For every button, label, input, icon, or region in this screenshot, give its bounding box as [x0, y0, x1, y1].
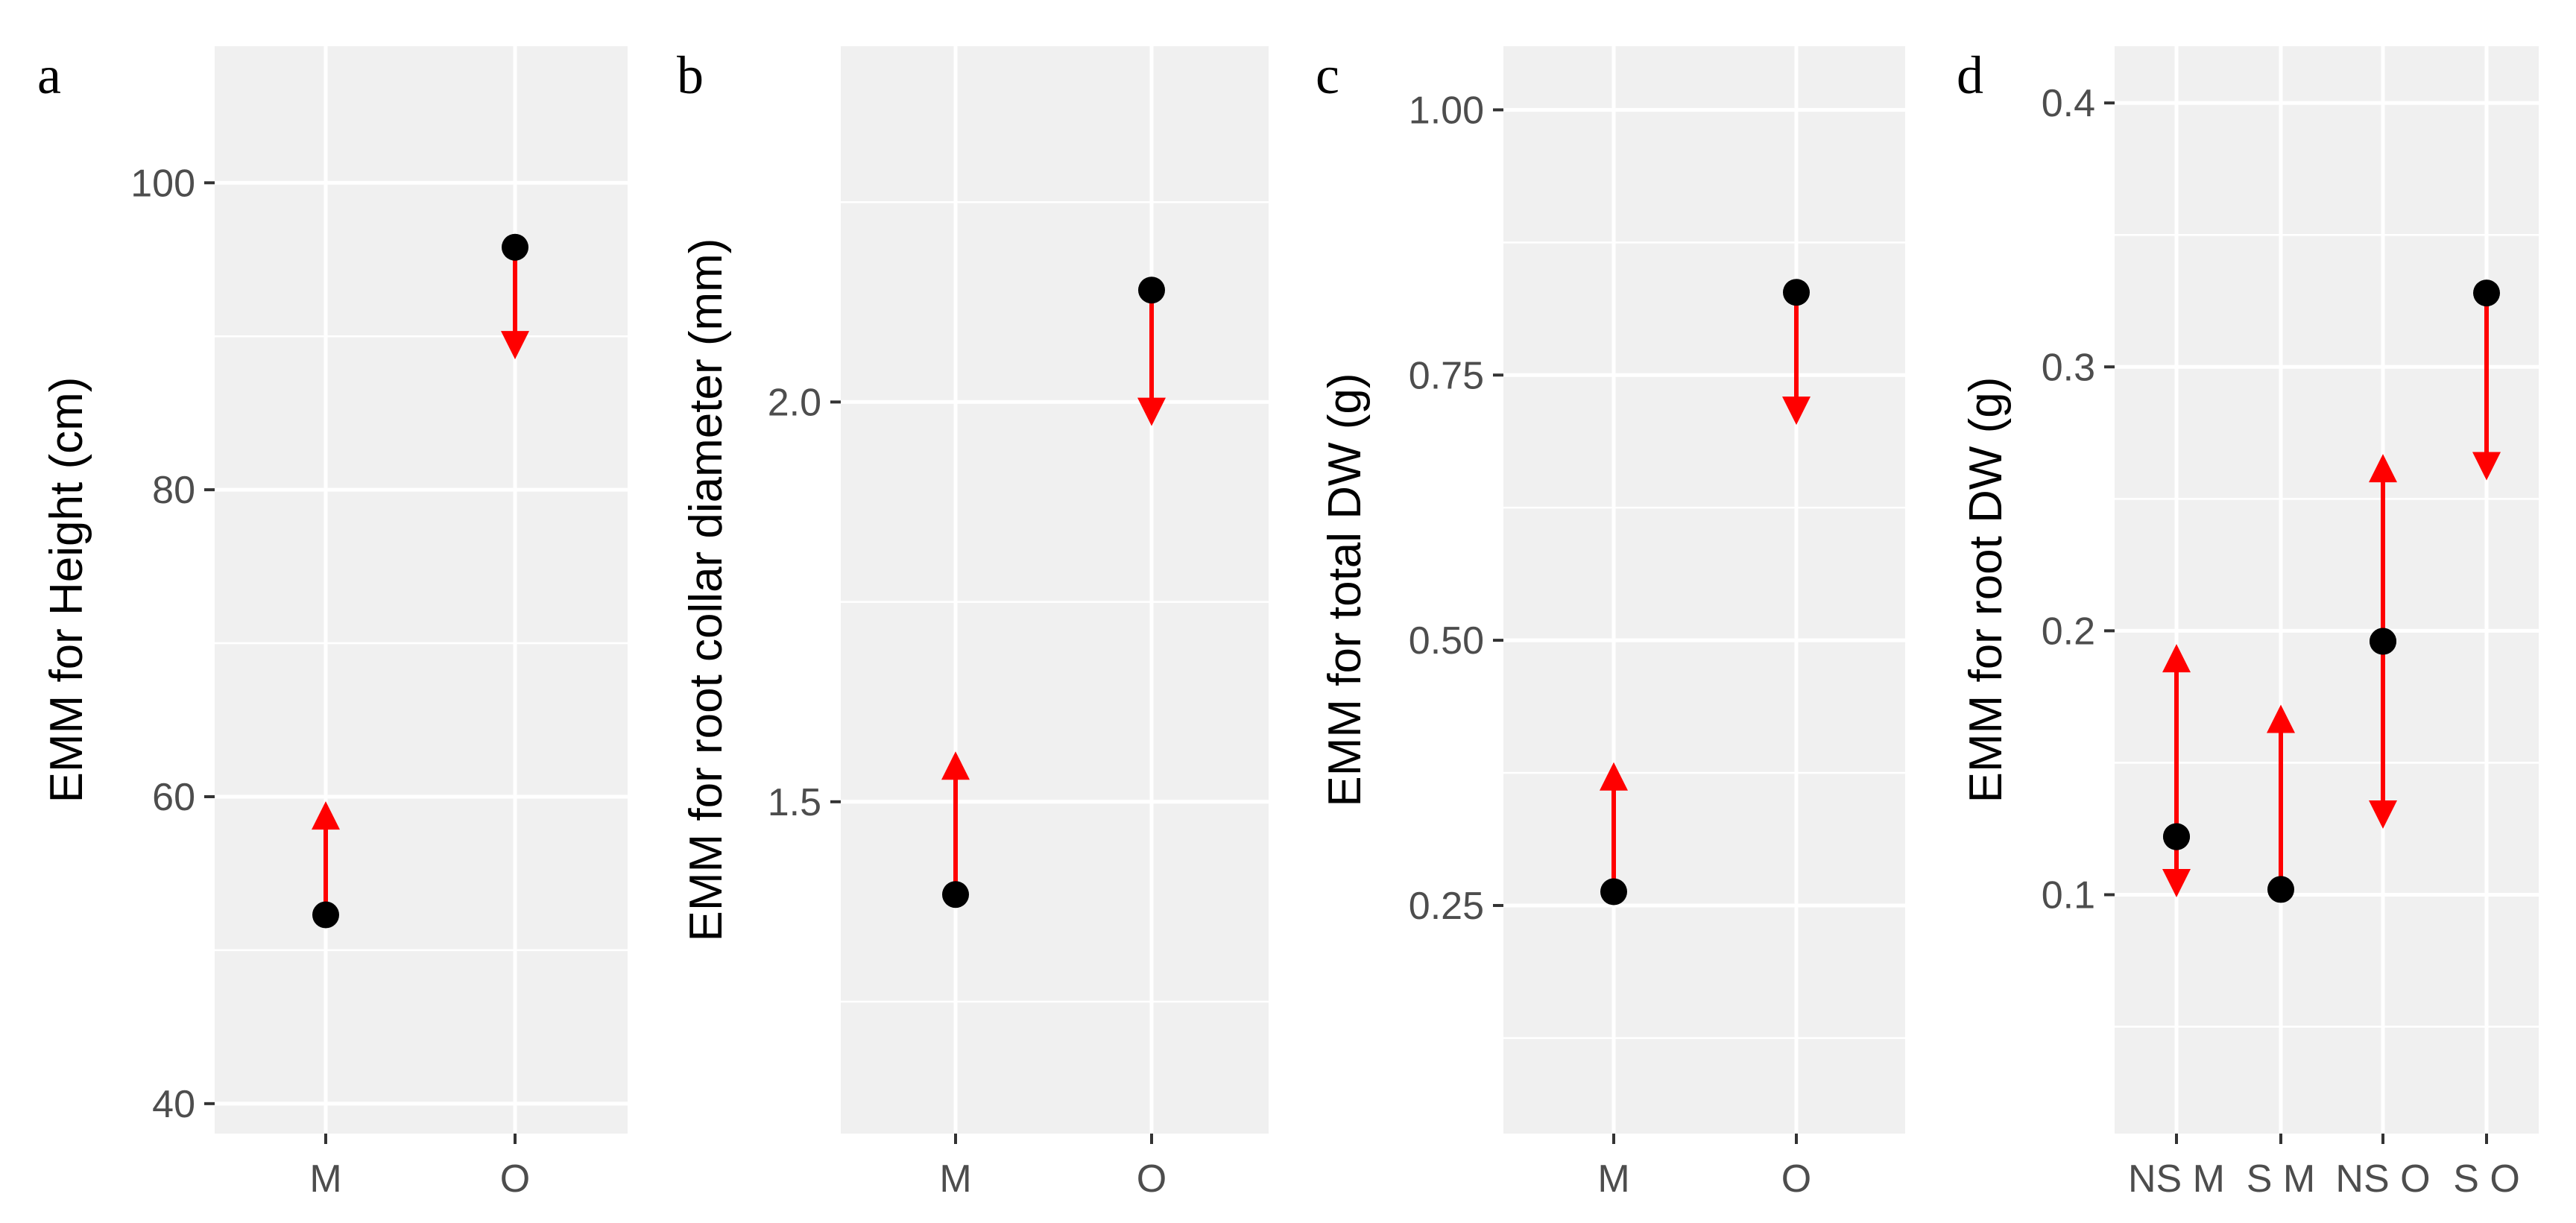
emm-point [1783, 279, 1810, 306]
x-tick-label: M [939, 1157, 971, 1201]
change-arrow-head [1782, 396, 1811, 426]
emm-point [502, 233, 528, 261]
change-arrow-head [2369, 454, 2397, 483]
panel-background [2115, 46, 2539, 1134]
y-tick-label: 0.3 [2042, 346, 2095, 389]
panel-letter: c [1316, 45, 1339, 105]
panel-background [1503, 46, 1905, 1134]
y-axis-title: EMM for Height (cm) [41, 377, 92, 803]
change-arrow-head [2162, 644, 2191, 673]
panel-background [215, 46, 628, 1134]
y-tick-label: 1.00 [1409, 89, 1484, 132]
panel-letter: b [677, 45, 704, 105]
change-arrow-head [501, 331, 529, 360]
y-tick-label: 0.25 [1409, 885, 1484, 928]
y-axis-title: EMM for root DW (g) [1960, 377, 2012, 803]
y-tick-label: 0.2 [2042, 610, 2095, 653]
change-arrow-head [2369, 800, 2397, 829]
change-arrow-head [312, 801, 340, 830]
y-tick-label: 1.5 [768, 781, 821, 824]
x-tick-label: M [309, 1157, 341, 1201]
emm-point [2163, 823, 2190, 850]
y-tick-label: 2.0 [768, 381, 821, 424]
change-arrow-head [2267, 704, 2295, 733]
change-arrow-head [941, 751, 970, 780]
emm-point [942, 881, 969, 908]
panel-letter: d [1957, 45, 1983, 105]
panel-d: 0.1 0.2 0.3 0.4 NS M S M NS O S O d EMM for root … [1957, 45, 2539, 1201]
x-tick-label: S M [2247, 1157, 2315, 1201]
change-arrow-head [1600, 762, 1628, 791]
y-tick-label: 60 [152, 776, 195, 819]
y-tick-label: 40 [152, 1083, 195, 1126]
x-tick-label: NS O [2335, 1157, 2430, 1201]
panel-b: 1.5 2.0 M Ob EMM for root collar diameter (m… [677, 45, 1269, 1201]
emm-point [1138, 276, 1165, 304]
x-tick-label: O [1137, 1157, 1167, 1201]
x-tick-label: M [1597, 1157, 1629, 1201]
emm-point [2370, 628, 2396, 655]
y-tick-label: 0.50 [1409, 619, 1484, 663]
panel-a: 40 60 80 100 M Oa EMM for Height (cm) [37, 45, 628, 1201]
panel-background [841, 46, 1269, 1134]
y-axis-title: EMM for root collar diameter (mm) [681, 238, 732, 942]
x-tick-label: O [1781, 1157, 1811, 1201]
emm-point [2267, 876, 2294, 903]
change-arrow-head [1137, 397, 1166, 426]
change-arrow-head [2472, 452, 2501, 481]
emm-point [312, 901, 339, 929]
y-axis-title: EMM for total DW (g) [1319, 373, 1371, 806]
emm-point [2473, 279, 2500, 307]
emm-point [1600, 878, 1627, 906]
panel-letter: a [37, 45, 61, 105]
y-tick-label: 100 [130, 162, 195, 205]
change-arrow-head [2162, 869, 2191, 898]
y-tick-label: 0.75 [1409, 354, 1484, 397]
y-tick-label: 80 [152, 469, 195, 512]
x-tick-label: O [500, 1157, 530, 1201]
panel-c: 0.25 0.50 0.75 1.00 M Oc EMM for total DW (g) [1316, 45, 1905, 1201]
x-tick-label: S O [2453, 1157, 2520, 1201]
x-tick-label: NS M [2128, 1157, 2225, 1201]
y-tick-label: 0.4 [2042, 82, 2095, 125]
y-tick-label: 0.1 [2042, 874, 2095, 917]
